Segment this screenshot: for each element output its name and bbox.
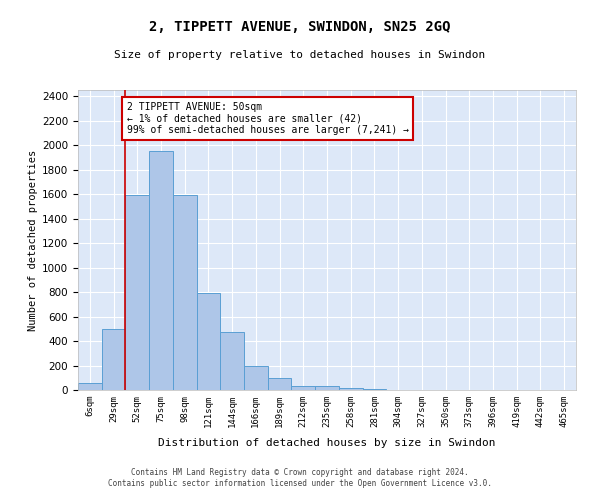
Bar — [102, 329, 125, 390]
Bar — [268, 378, 292, 390]
Bar — [173, 196, 197, 390]
Bar — [292, 386, 315, 390]
Bar — [78, 384, 102, 390]
Y-axis label: Number of detached properties: Number of detached properties — [28, 150, 38, 330]
Bar — [197, 294, 220, 390]
X-axis label: Distribution of detached houses by size in Swindon: Distribution of detached houses by size … — [158, 438, 496, 448]
Bar — [220, 332, 244, 390]
Text: Size of property relative to detached houses in Swindon: Size of property relative to detached ho… — [115, 50, 485, 60]
Bar — [149, 151, 173, 390]
Bar — [315, 386, 339, 390]
Text: 2, TIPPETT AVENUE, SWINDON, SN25 2GQ: 2, TIPPETT AVENUE, SWINDON, SN25 2GQ — [149, 20, 451, 34]
Text: Contains HM Land Registry data © Crown copyright and database right 2024.
Contai: Contains HM Land Registry data © Crown c… — [108, 468, 492, 487]
Text: 2 TIPPETT AVENUE: 50sqm
← 1% of detached houses are smaller (42)
99% of semi-det: 2 TIPPETT AVENUE: 50sqm ← 1% of detached… — [127, 102, 409, 136]
Bar — [339, 388, 362, 390]
Bar — [125, 196, 149, 390]
Bar — [244, 366, 268, 390]
